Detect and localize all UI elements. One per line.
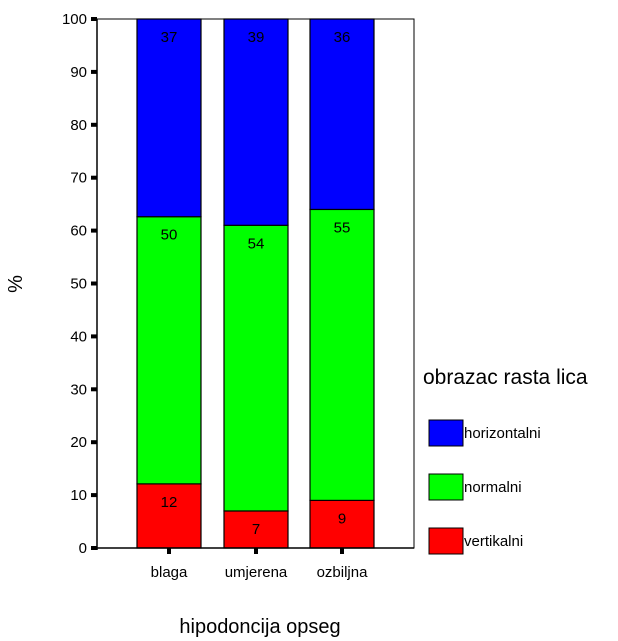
y-tick-label: 50 [70,276,87,293]
y-tick-label: 30 [70,381,87,398]
y-tick-label: 0 [79,540,87,557]
y-tick-mark [91,440,97,445]
y-tick-mark [91,387,97,392]
x-tick-mark [340,548,344,554]
y-tick-label: 10 [70,487,87,504]
value-label-normalni-ozbiljna: 55 [334,219,351,236]
legend-label-vertikalni: vertikalni [464,533,523,550]
value-label-normalni-blaga: 50 [161,227,178,244]
legend-label-normalni: normalni [464,479,522,496]
y-tick-mark [91,334,97,339]
value-label-vertikalni-umjerena: 7 [252,521,260,538]
x-tick-mark [254,548,258,554]
value-label-horizontalni-ozbiljna: 36 [334,29,351,46]
legend-label-horizontalni: horizontalni [464,425,541,442]
y-tick-label: 90 [70,64,87,81]
y-tick-label: 100 [62,11,87,28]
x-tick-label-umjerena: umjerena [225,564,288,581]
y-tick-label: 70 [70,170,87,187]
value-label-horizontalni-blaga: 37 [161,29,178,46]
y-tick-label: 40 [70,328,87,345]
legend: obrazac rasta lica horizontalni normalni v… [423,366,588,555]
bar-horizontalni-blaga [136,18,202,218]
x-tick-label-ozbiljna: ozbiljna [317,564,369,581]
bar-horizontalni-ozbiljna [309,18,375,211]
value-label-normalni-umjerena: 54 [248,235,265,252]
x-axis-title: hipodoncija opseg [179,616,340,638]
value-label-vertikalni-blaga: 12 [161,494,178,511]
y-tick-mark [91,17,97,21]
x-tick-mark [167,548,171,554]
bar-normalni-umjerena [223,224,289,512]
bar-normalni-blaga [136,216,202,485]
value-label-vertikalni-ozbiljna: 9 [338,510,346,527]
y-axis-title: % [5,275,27,293]
value-label-horizontalni-umjerena: 39 [248,29,265,46]
y-tick-label: 80 [70,117,87,134]
y-tick-mark [91,281,97,286]
legend-swatch-horizontalni [428,419,464,447]
y-tick-mark [91,175,97,180]
x-tick-label-blaga: blaga [151,564,188,581]
legend-swatch-normalni [428,473,464,501]
y-tick-mark [91,69,97,74]
legend-title: obrazac rasta lica [423,366,588,389]
y-tick-mark [91,122,97,127]
y-tick-mark [91,228,97,233]
y-tick-label: 20 [70,434,87,451]
y-tick-mark [91,493,97,498]
y-tick-mark [91,546,97,550]
bar-horizontalni-umjerena [223,18,289,226]
bar-normalni-ozbiljna [309,208,375,501]
legend-swatch-vertikalni [428,527,464,555]
y-tick-label: 60 [70,223,87,240]
